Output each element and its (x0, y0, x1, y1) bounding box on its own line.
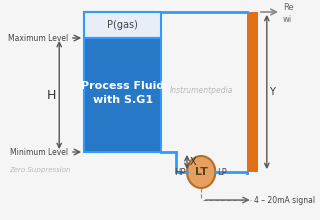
Circle shape (187, 156, 215, 188)
Text: Re: Re (283, 2, 293, 11)
Bar (84, 38, 161, 152)
Text: with S.G1: with S.G1 (92, 95, 153, 105)
Text: LP: LP (217, 167, 227, 176)
Text: LT: LT (195, 167, 208, 177)
Text: H: H (46, 88, 56, 101)
Text: P(gas): P(gas) (107, 20, 138, 30)
Text: Minimum Level: Minimum Level (10, 147, 68, 156)
Text: Y: Y (269, 87, 275, 97)
Text: Instrumentpedia: Instrumentpedia (170, 86, 233, 95)
Text: HP: HP (174, 167, 185, 176)
Text: Zero Suppression: Zero Suppression (9, 167, 70, 173)
Text: wi: wi (283, 15, 292, 24)
Text: X: X (190, 157, 196, 167)
Text: Maximum Level: Maximum Level (8, 33, 68, 42)
Text: Process Fluid: Process Fluid (81, 81, 164, 91)
Bar (84, 12, 161, 38)
Text: 4 – 20mA signal: 4 – 20mA signal (254, 196, 316, 205)
Bar (247, 12, 258, 172)
